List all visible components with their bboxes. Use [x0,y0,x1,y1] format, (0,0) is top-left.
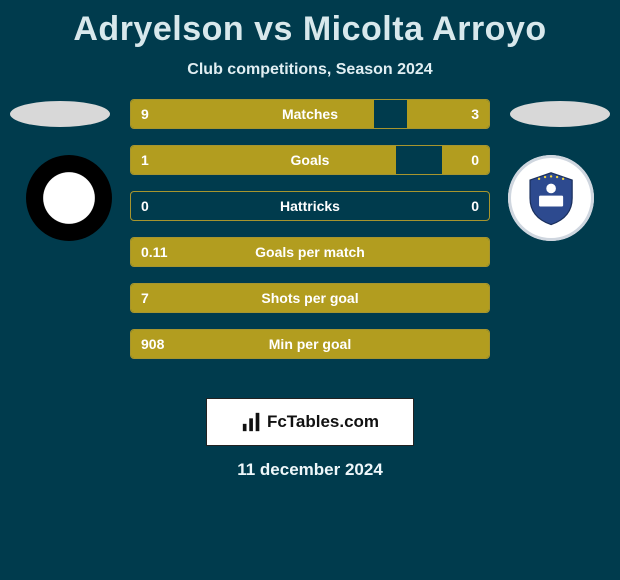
stats-list: 93Matches 10Goals 00Hattricks 0.11Goals per… [130,99,490,375]
player-platform-right [510,101,610,127]
star-icon [39,168,99,228]
page-title: Adryelson vs Micolta Arroyo [0,0,620,49]
stat-label: Goals [131,146,489,174]
stat-row: 10Goals [130,145,490,175]
chart-icon [241,411,263,433]
stat-row: 908Min per goal [130,329,490,359]
player-platform-left [10,101,110,127]
date-label: 11 december 2024 [0,460,620,480]
club-logo-right [508,155,594,241]
stat-label: Min per goal [131,330,489,358]
stat-row: 00Hattricks [130,191,490,221]
stat-label: Hattricks [131,192,489,220]
shield-icon [521,168,581,228]
subtitle: Club competitions, Season 2024 [0,61,620,79]
watermark-badge: FcTables.com [206,398,414,446]
stat-row: 93Matches [130,99,490,129]
stat-row: 0.11Goals per match [130,237,490,267]
stat-label: Matches [131,100,489,128]
stat-row: 7Shots per goal [130,283,490,313]
club-logo-left [26,155,112,241]
stat-label: Shots per goal [131,284,489,312]
stat-label: Goals per match [131,238,489,266]
watermark-text: FcTables.com [241,411,379,433]
